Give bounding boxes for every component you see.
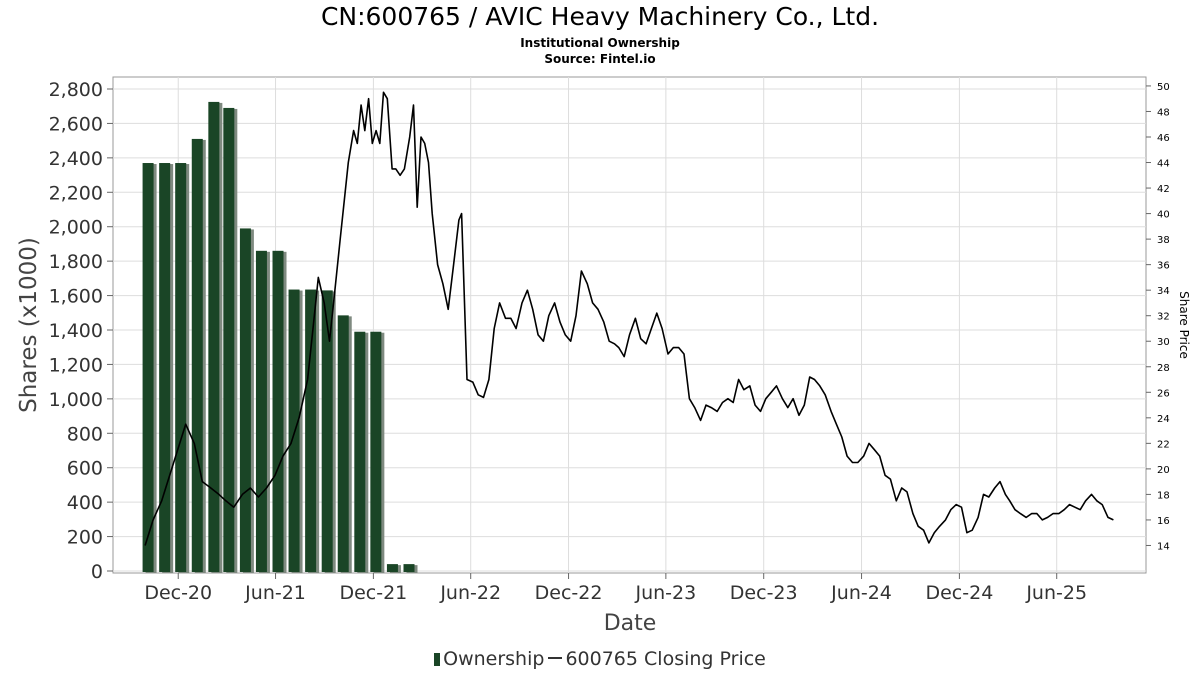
y-tick-label: 0 [91,561,103,583]
y2-tick-label: 26 [1157,388,1170,399]
chart-title: CN:600765 / AVIC Heavy Machinery Co., Lt… [320,2,880,31]
price-line-group [144,91,1114,546]
ownership-bar [403,564,415,572]
x-tick-label: Dec-24 [925,582,993,604]
y2-tick-label: 44 [1157,159,1170,170]
y2-tick-label: 24 [1157,414,1170,425]
y2-tick-label: 20 [1157,465,1170,476]
ownership-bar [337,315,349,572]
ownership-bar [370,331,382,572]
ownership-bar [288,289,300,572]
price-legend-label: 600765 Closing Price [565,648,766,670]
y-tick-label: 1,200 [49,354,103,376]
left-axis: 0 200 400 600 800 1,000 1,200 1,400 1,600 1,800 2,… [49,79,113,583]
chart-source: Source: Fintel.io [544,52,656,66]
ownership-legend-label: Ownership [443,648,545,670]
ownership-bar [386,564,398,572]
ownership-bar [191,138,203,572]
y2-tick-label: 50 [1157,82,1170,93]
x-tick-label: Jun-21 [244,582,306,604]
y2-tick-label: 14 [1157,541,1170,552]
y-axis-label: Shares (x1000) [16,237,42,413]
y2-tick-label: 36 [1157,261,1170,272]
y-tick-label: 2,200 [49,182,103,204]
ownership-bar [305,289,317,572]
ownership-bar [255,250,267,573]
y2-tick-label: 46 [1157,133,1170,144]
y2-tick-label: 32 [1157,312,1170,323]
y-tick-label: 1,800 [49,251,103,273]
ownership-bar [159,163,171,572]
y2-axis-label: Share Price [1177,291,1191,359]
ownership-bar [223,107,235,572]
x-tick-label: Dec-23 [730,582,798,604]
y2-tick-label: 16 [1157,516,1170,527]
y-tick-label: 400 [67,492,103,514]
y2-tick-label: 42 [1157,184,1170,195]
y-tick-label: 200 [67,527,103,549]
y2-tick-label: 34 [1157,286,1170,297]
y-tick-label: 1,600 [49,286,103,308]
ownership-bars [142,101,418,574]
y2-tick-label: 18 [1157,490,1170,501]
chart-subtitle: Institutional Ownership [520,36,680,50]
y-tick-label: 600 [67,458,103,480]
y-tick-label: 2,000 [49,217,103,239]
x-tick-label: Jun-25 [1025,582,1087,604]
y2-tick-label: 48 [1157,107,1170,118]
y-tick-label: 2,600 [49,113,103,135]
x-tick-label: Jun-22 [439,582,501,604]
y2-tick-label: 22 [1157,439,1170,450]
ownership-bar [239,228,251,572]
y-tick-label: 800 [67,423,103,445]
x-tick-label: Jun-24 [830,582,892,604]
ownership-legend-swatch [434,653,441,666]
ownership-bar [142,163,154,572]
y-tick-label: 1,000 [49,389,103,411]
x-tick-label: Dec-20 [144,582,212,604]
ownership-bar [354,331,366,572]
y-tick-label: 1,400 [49,320,103,342]
y-tick-label: 2,800 [49,79,103,101]
x-tick-label: Dec-21 [339,582,407,604]
ownership-bar [321,290,333,572]
y2-tick-label: 40 [1157,210,1170,221]
ownership-bar [272,250,284,573]
y-tick-label: 2,400 [49,148,103,170]
x-axis: Dec-20 Jun-21 Dec-21 Jun-22 Dec-22 Jun-23 Dec-… [144,573,1087,604]
price-legend-line [548,657,563,659]
x-axis-label: Date [604,611,657,636]
ownership-bar [175,163,187,572]
y2-tick-label: 38 [1157,235,1170,246]
x-tick-label: Dec-22 [535,582,603,604]
x-tick-label: Jun-23 [634,582,696,604]
price-line [144,91,1114,546]
legend: Ownership 600765 Closing Price [0,648,1200,670]
right-axis: 14 16 18 20 22 24 26 28 30 32 34 36 38 40 42 44 46 48 50 [1146,82,1170,552]
ownership-bar [208,101,220,573]
y2-tick-label: 30 [1157,337,1170,348]
y2-tick-label: 28 [1157,363,1170,374]
